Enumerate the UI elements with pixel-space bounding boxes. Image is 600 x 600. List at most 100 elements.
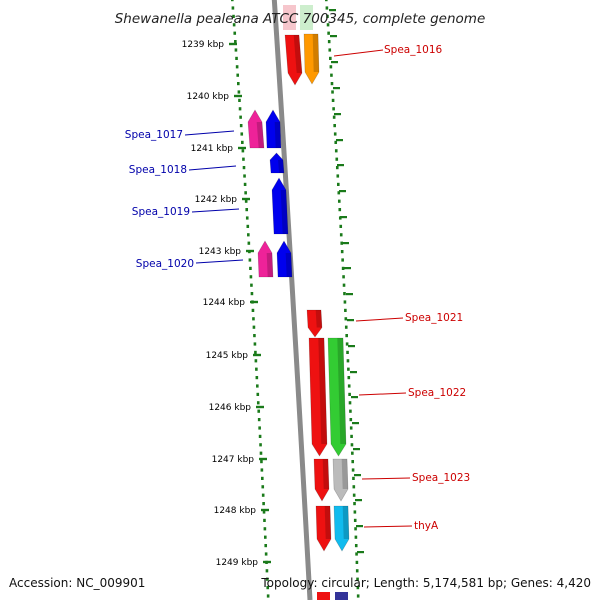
gene-feature-spea-1023-grey	[332, 458, 349, 502]
gene-feature-spea-1017-magenta	[247, 109, 265, 149]
ruler-tick	[234, 94, 242, 98]
ruler-tick	[261, 508, 269, 512]
gene-label-leader-spea-1022	[358, 392, 407, 396]
ruler-tick-label: 1246 kbp	[209, 403, 252, 413]
right-guide-tick	[356, 525, 363, 528]
gene-feature-spea-1020-blue-shade	[285, 253, 292, 277]
gene-label-spea-1020[interactable]: Spea_1020	[136, 258, 194, 270]
gene-feature-spea-1020-blue	[276, 240, 293, 278]
ruler-tick	[256, 405, 264, 409]
right-guide-tick	[348, 345, 355, 348]
gene-label-leader-spea-1016	[333, 49, 384, 57]
gene-feature-spea-1021-red-shade	[315, 310, 322, 328]
right-guide-tick	[354, 474, 361, 477]
gene-label-spea-1022[interactable]: Spea_1022	[408, 387, 466, 399]
ruler-tick	[259, 457, 267, 461]
gene-label-spea-1016[interactable]: Spea_1016	[384, 44, 443, 56]
ruler-tick-label: 1243 kbp	[199, 247, 242, 257]
right-guide-tick	[330, 35, 337, 38]
gene-feature-thya-cyan	[333, 505, 350, 552]
ruler-tick-label: 1240 kbp	[187, 92, 230, 102]
ruler-tick	[263, 560, 271, 564]
ruler-tick	[250, 300, 258, 304]
gene-feature-thya-red-shade	[324, 506, 331, 539]
gene-feature-spea-1016-red	[284, 34, 303, 86]
gene-feature-spea-1022-red	[308, 337, 328, 457]
faint-feature-pink	[283, 5, 296, 30]
gene-label-leader-thya	[363, 525, 413, 528]
right-guide-tick	[353, 448, 360, 451]
ruler-tick-label: 1245 kbp	[206, 351, 249, 361]
right-guide-tick	[351, 396, 358, 399]
map-title: Shewanella pealeana ATCC 700345, complet…	[115, 11, 486, 27]
gene-label-leader-spea-1018	[188, 165, 237, 171]
gene-feature-spea-1016-orange-shade	[312, 34, 319, 72]
backbone-line	[271, 0, 313, 600]
accession-text: Accession: NC_009901	[9, 576, 145, 590]
right-guide-tick	[347, 319, 354, 322]
right-guide-tick	[334, 113, 341, 116]
gene-feature-spea-1019-blue	[271, 177, 289, 235]
gene-feature-spea-1022-green-shade	[337, 338, 346, 444]
gene-label-spea-1021[interactable]: Spea_1021	[405, 312, 463, 324]
gene-feature-thya-red	[315, 505, 332, 552]
faint-feature-green	[300, 5, 313, 30]
gene-feature-spea-1017-blue	[265, 109, 282, 149]
ruler-tick-label: 1241 kbp	[191, 144, 234, 154]
right-guide-tick	[350, 371, 357, 374]
ruler-tick	[238, 146, 246, 150]
right-guide-tick	[352, 422, 359, 425]
right-guide-tick	[329, 9, 336, 12]
right-guide-tick	[336, 139, 343, 142]
ruler-tick	[229, 42, 237, 46]
gene-label-leader-spea-1020	[195, 259, 244, 264]
ruler-tick	[253, 353, 261, 357]
gene-label-leader-spea-1019	[191, 208, 240, 213]
gene-label-spea-1019[interactable]: Spea_1019	[132, 206, 190, 218]
right-guide-tick	[331, 61, 338, 64]
gene-feature-spea-1023-grey-shade	[341, 459, 348, 489]
ruler-ticks: 1239 kbp 1240 kbp 1241 kbp 1242 kbp 1243 kbp…	[182, 9, 364, 568]
gene-labels: Spea_1016 Spea_1017 Spea_1018 Spea_1019 Spea…	[125, 44, 470, 532]
gene-feature-spea-1022-red-shade	[318, 338, 327, 444]
gene-feature-spea-1016-orange	[303, 33, 320, 85]
right-guide-tick	[340, 216, 347, 219]
gene-label-thya[interactable]: thyA	[414, 520, 439, 532]
right-guide-tick	[342, 242, 349, 245]
genome-backbone	[271, 0, 313, 600]
genome-summary-text: Topology: circular; Length: 5,174,581 bp…	[260, 576, 591, 590]
right-guide-tick	[344, 267, 351, 270]
ruler-tick-label: 1249 kbp	[216, 558, 259, 568]
gene-feature-spea-1016-red-shade	[293, 35, 302, 73]
gene-feature-spea-1023-red	[313, 458, 330, 502]
right-guide-tick	[333, 87, 340, 90]
gene-feature-spea-1018-blue	[269, 152, 285, 174]
gene-feature-spea-1017-blue-shade	[274, 122, 281, 148]
gene-feature-spea-1017-magenta-shade	[256, 122, 264, 148]
gene-label-spea-1018[interactable]: Spea_1018	[129, 164, 187, 176]
ruler-tick	[242, 197, 250, 201]
ruler-tick-label: 1239 kbp	[182, 40, 225, 50]
right-guide-tick	[337, 164, 344, 167]
gene-label-spea-1017[interactable]: Spea_1017	[125, 129, 183, 141]
cutoff-feature-navy	[335, 592, 348, 600]
right-guide-tick	[339, 190, 346, 193]
ruler-tick-label: 1247 kbp	[212, 455, 255, 465]
gene-feature-thya-cyan-shade	[342, 506, 349, 539]
right-guide-tick	[355, 499, 362, 502]
gene-feature-spea-1020-magenta	[257, 240, 274, 278]
right-guide-tick	[357, 551, 364, 554]
gene-features	[247, 5, 350, 600]
gene-feature-spea-1023-red-shade	[322, 459, 329, 489]
gene-label-spea-1023[interactable]: Spea_1023	[412, 472, 470, 484]
gene-feature-spea-1022-green	[327, 337, 347, 457]
ruler-tick-label: 1242 kbp	[195, 195, 238, 205]
outer-right-guide	[325, 0, 360, 598]
ruler-tick-label: 1244 kbp	[203, 298, 246, 308]
right-guide-tick	[346, 293, 353, 296]
gene-feature-spea-1021-red	[306, 309, 323, 338]
dotted-ruler-guides	[231, 0, 360, 598]
gene-feature-spea-1019-blue-shade	[280, 190, 288, 234]
gene-label-leader-spea-1021	[355, 317, 404, 322]
